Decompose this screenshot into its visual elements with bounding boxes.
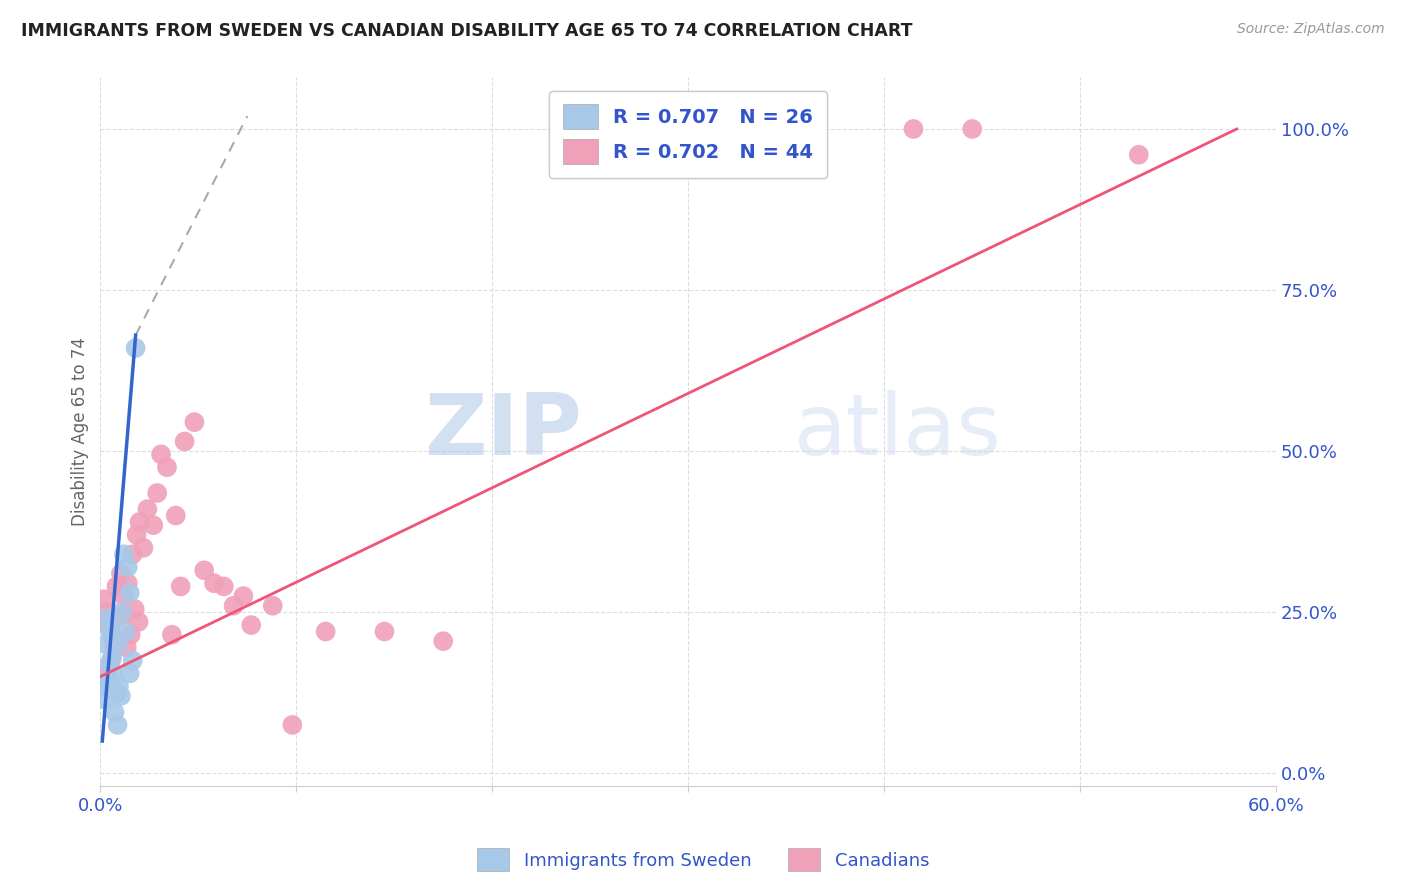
Point	[136, 502, 159, 516]
Text: Source: ZipAtlas.com: Source: ZipAtlas.com	[1237, 22, 1385, 37]
Point	[100, 653, 122, 667]
Point	[125, 528, 148, 542]
Point	[98, 624, 121, 639]
Point	[124, 341, 146, 355]
Point	[281, 718, 304, 732]
Legend: Immigrants from Sweden, Canadians: Immigrants from Sweden, Canadians	[470, 841, 936, 879]
Point	[93, 592, 115, 607]
Point	[193, 563, 215, 577]
Point	[128, 615, 150, 629]
Point	[432, 634, 454, 648]
Point	[173, 434, 195, 449]
Point	[114, 624, 136, 639]
Text: ZIP: ZIP	[425, 391, 582, 474]
Point	[96, 637, 118, 651]
Point	[121, 653, 143, 667]
Point	[128, 515, 150, 529]
Legend: R = 0.707   N = 26, R = 0.702   N = 44: R = 0.707 N = 26, R = 0.702 N = 44	[550, 91, 827, 178]
Point	[91, 676, 114, 690]
Point	[111, 605, 134, 619]
Point	[142, 518, 165, 533]
Point	[97, 673, 120, 687]
Point	[232, 589, 254, 603]
Y-axis label: Disability Age 65 to 74: Disability Age 65 to 74	[72, 337, 89, 526]
Point	[170, 579, 193, 593]
Point	[160, 628, 183, 642]
Point	[110, 566, 132, 581]
Point	[120, 628, 142, 642]
Point	[150, 447, 173, 461]
Point	[183, 415, 205, 429]
Point	[100, 618, 122, 632]
Point	[115, 640, 138, 655]
Point	[97, 618, 120, 632]
Point	[146, 486, 169, 500]
Point	[96, 612, 118, 626]
Point	[105, 686, 128, 700]
Point	[202, 576, 225, 591]
Point	[132, 541, 155, 555]
Point	[121, 547, 143, 561]
Text: atlas: atlas	[794, 391, 1002, 474]
Point	[94, 679, 117, 693]
Point	[118, 666, 141, 681]
Point	[315, 624, 337, 639]
Point	[112, 589, 135, 603]
Point	[103, 682, 125, 697]
Point	[111, 608, 134, 623]
Point	[107, 718, 129, 732]
Point	[117, 560, 139, 574]
Point	[118, 586, 141, 600]
Point	[94, 605, 117, 619]
Point	[101, 631, 124, 645]
Point	[105, 579, 128, 593]
Point	[97, 666, 120, 681]
Point	[903, 122, 925, 136]
Point	[104, 640, 127, 655]
Point	[962, 122, 984, 136]
Point	[101, 650, 124, 665]
Text: IMMIGRANTS FROM SWEDEN VS CANADIAN DISABILITY AGE 65 TO 74 CORRELATION CHART: IMMIGRANTS FROM SWEDEN VS CANADIAN DISAB…	[21, 22, 912, 40]
Point	[1128, 147, 1150, 161]
Point	[156, 460, 179, 475]
Point	[212, 579, 235, 593]
Point	[373, 624, 395, 639]
Point	[165, 508, 187, 523]
Point	[110, 689, 132, 703]
Point	[93, 692, 115, 706]
Point	[240, 618, 263, 632]
Point	[101, 666, 124, 681]
Point	[103, 705, 125, 719]
Point	[107, 637, 129, 651]
Point	[112, 547, 135, 561]
Point	[98, 657, 121, 671]
Point	[222, 599, 245, 613]
Point	[117, 576, 139, 591]
Point	[262, 599, 284, 613]
Point	[124, 602, 146, 616]
Point	[108, 679, 131, 693]
